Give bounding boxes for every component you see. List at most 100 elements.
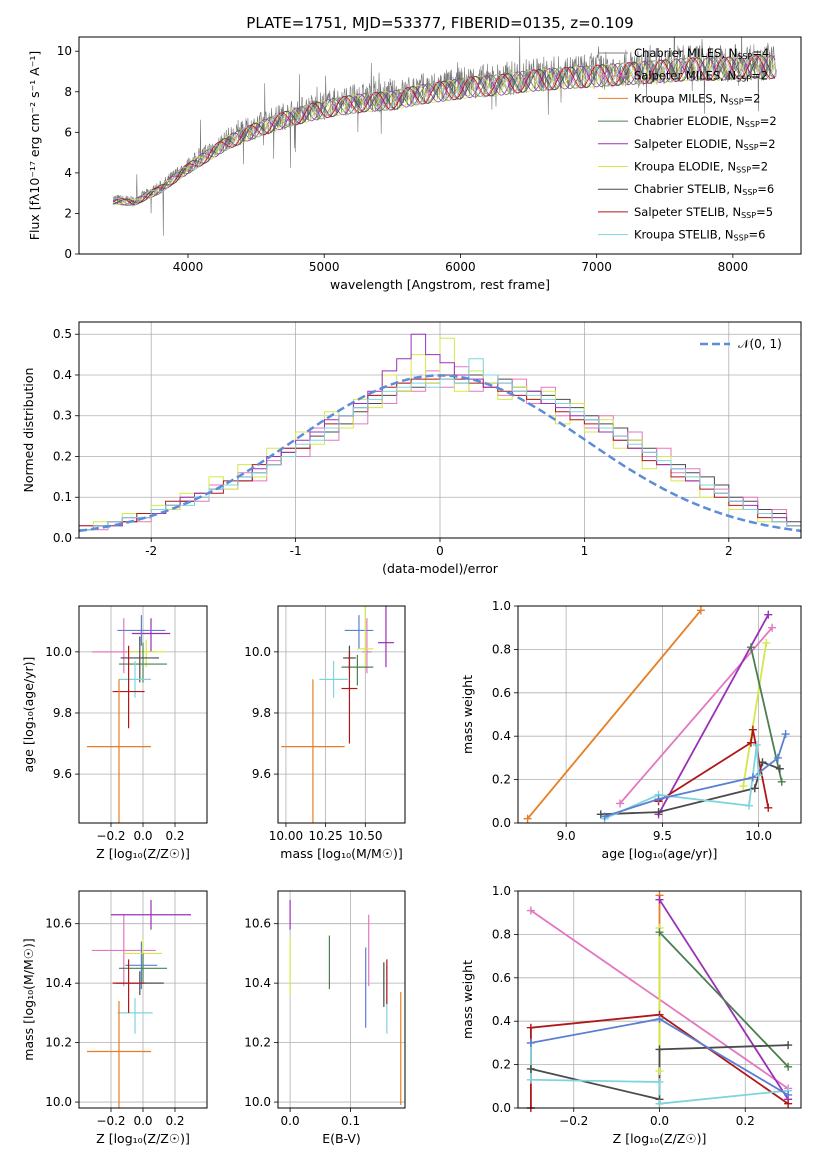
- data-point: [754, 771, 763, 780]
- data-point: [784, 1090, 793, 1099]
- y-axis-label: age [log₁₀(age/yr)]: [21, 657, 36, 773]
- y-tick-label: 0.0: [53, 531, 72, 545]
- y-axis-label: Normed distribution: [21, 368, 36, 493]
- data-point: [746, 738, 755, 747]
- data-point: [775, 764, 784, 773]
- legend-entry: Salpeter ELODIE, NSSP=2: [634, 137, 776, 152]
- legend-entry: Salpeter STELIB, NSSP=5: [634, 205, 773, 220]
- x-axis-label: Z [log₁₀(Z/Z☉)]: [96, 846, 190, 861]
- x-tick-label: 6000: [445, 260, 476, 274]
- x-tick-label: 0.2: [736, 1114, 755, 1128]
- data-point: [696, 606, 705, 615]
- axes-frame: [78, 605, 208, 824]
- y-tick-label: 4: [64, 166, 72, 180]
- x-tick-label: -1: [290, 544, 302, 558]
- panel-age-vs-mass: 10.00 10.25 10.50 9.6 9.8 10.0 mass [log₁₀(M/M…: [244, 606, 405, 861]
- x-tick-label: 0.0: [281, 1114, 300, 1128]
- data-point: [758, 758, 767, 767]
- y-tick-label: 10.0: [45, 645, 72, 659]
- model-spectrum: [113, 55, 776, 205]
- data-point: [739, 782, 748, 791]
- data-point: [768, 623, 777, 632]
- model-spectrum: [112, 55, 776, 207]
- data-point: [655, 1077, 664, 1086]
- data-point: [655, 1015, 664, 1024]
- y-tick-label: 10.2: [45, 1036, 72, 1050]
- data-point: [752, 740, 761, 749]
- y-tick-label: 0.4: [53, 368, 72, 382]
- legend-entry: Salpeter MILES, NSSP=2: [634, 69, 768, 84]
- data-point: [600, 812, 609, 821]
- data-point: [762, 638, 771, 647]
- y-tick-label: 0.2: [492, 1058, 511, 1072]
- normal-curve: [79, 374, 801, 533]
- y-axis-label: mass weight: [460, 675, 475, 754]
- axes-frame: [517, 605, 802, 824]
- data-point: [526, 1064, 535, 1073]
- data-point: [616, 799, 625, 808]
- legend-entry: Kroupa ELODIE, NSSP=2: [634, 160, 768, 175]
- plot-area: [112, 37, 777, 236]
- data-point: [655, 1099, 664, 1108]
- data-point: [655, 928, 664, 937]
- model-spectrum: [113, 55, 776, 207]
- x-axis-label: (data-model)/error: [382, 561, 499, 576]
- weight-series: [658, 729, 770, 808]
- legend-entry: Chabrier MILES, NSSP=4: [634, 46, 769, 61]
- y-tick-label: 0.5: [53, 327, 72, 341]
- x-tick-label: 4000: [173, 260, 204, 274]
- data-point: [784, 1062, 793, 1071]
- y-tick-label: 10.4: [45, 976, 72, 990]
- data-point: [526, 1023, 535, 1032]
- x-tick-label: 10.25: [308, 829, 342, 843]
- data-point: [526, 906, 535, 915]
- legend-entry: Chabrier STELIB, NSSP=6: [634, 182, 774, 197]
- model-spectrum: [112, 55, 776, 206]
- legend-entry: 𝒩(0, 1): [738, 337, 782, 351]
- y-tick-label: 0.4: [492, 1014, 511, 1028]
- x-tick-label: 0.1: [341, 1114, 360, 1128]
- y-tick-label: 8: [64, 85, 72, 99]
- plot-area: [526, 609, 787, 820]
- plot-area: [289, 899, 402, 1106]
- y-tick-label: 1.0: [492, 884, 511, 898]
- data-point: [764, 610, 773, 619]
- y-tick-label: 0.6: [492, 686, 511, 700]
- x-tick-label: 0.0: [133, 829, 152, 843]
- y-tick-label: 9.8: [53, 706, 72, 720]
- y-tick-label: 9.8: [252, 706, 271, 720]
- panel-mass-vs-z: −0.2 0.0 0.2 10.0 10.2 10.4 10.6 Z [log₁₀(Z/Z☉)…: [21, 891, 207, 1146]
- axes-frame: [277, 605, 406, 824]
- x-tick-label: 10.0: [745, 829, 772, 843]
- y-tick-label: 10.0: [244, 645, 271, 659]
- model-spectrum: [112, 55, 776, 206]
- data-point: [655, 1067, 664, 1076]
- y-tick-label: 0.0: [492, 816, 511, 830]
- y-tick-label: 10.6: [45, 917, 72, 931]
- axes-frame: [517, 890, 802, 1109]
- data-point: [750, 784, 759, 793]
- x-axis-label: E(B-V): [322, 1131, 361, 1146]
- plot-area: [87, 615, 171, 823]
- axes-frame: [78, 36, 802, 255]
- x-axis-label: mass [log₁₀(M/M☉)]: [280, 846, 402, 861]
- y-tick-label: 0: [64, 247, 72, 261]
- y-tick-label: 0.8: [492, 642, 511, 656]
- weight-series: [657, 614, 770, 815]
- data-point: [746, 643, 755, 652]
- x-tick-label: 5000: [309, 260, 340, 274]
- model-spectrum: [112, 55, 776, 206]
- data-point: [748, 725, 757, 734]
- data-point: [523, 814, 532, 823]
- x-tick-label: 10.00: [269, 829, 303, 843]
- y-tick-label: 0.2: [53, 449, 72, 463]
- x-axis-label: Z [log₁₀(Z/Z☉)]: [613, 1131, 707, 1146]
- data-point: [745, 801, 754, 810]
- data-point: [764, 803, 773, 812]
- weight-series: [619, 627, 773, 805]
- x-tick-label: 10.50: [348, 829, 382, 843]
- y-tick-label: 0.0: [492, 1101, 511, 1115]
- y-axis-label: mass weight: [460, 960, 475, 1039]
- x-tick-label: 0.2: [165, 1114, 184, 1128]
